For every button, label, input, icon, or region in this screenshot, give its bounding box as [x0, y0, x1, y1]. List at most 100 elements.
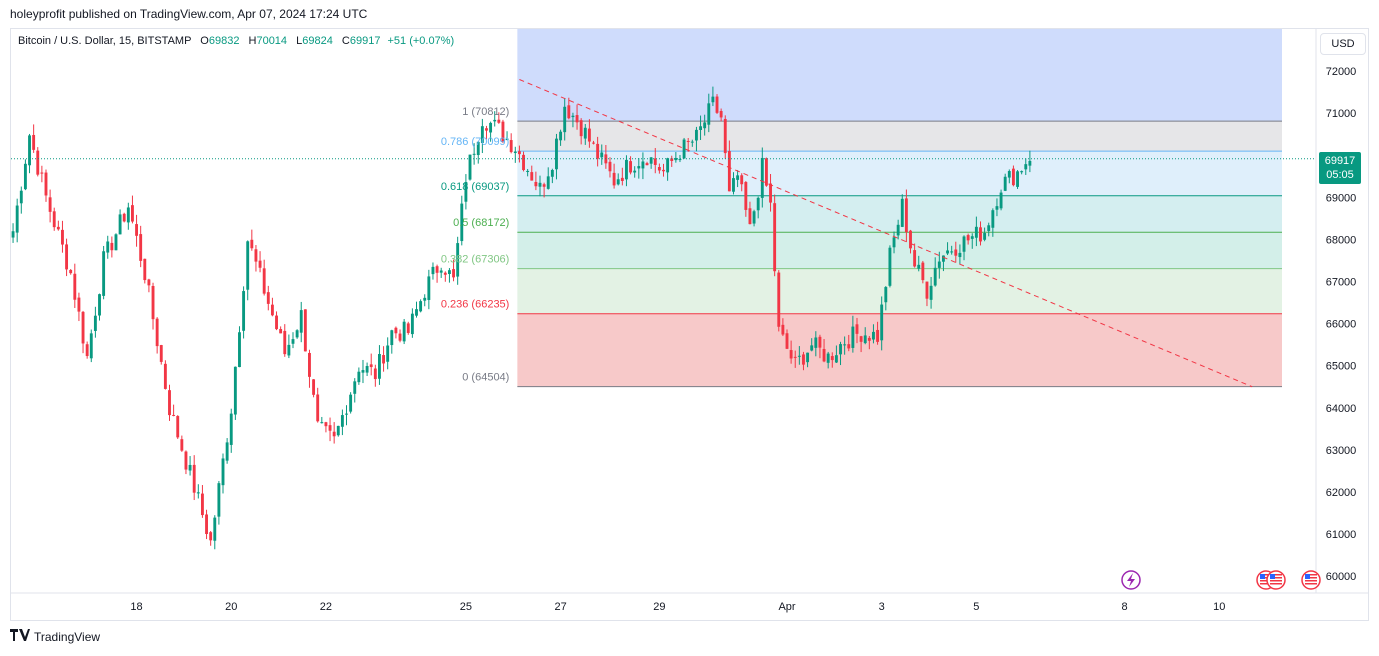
candle-body — [625, 159, 628, 180]
candle-body — [797, 355, 801, 357]
candle-body — [810, 345, 814, 351]
candle-body — [472, 153, 476, 155]
tradingview-footer[interactable]: TradingView — [10, 629, 100, 644]
candle-body — [250, 239, 254, 249]
candle-body — [629, 161, 633, 173]
price-tick: 62000 — [1326, 487, 1357, 499]
candle-body — [979, 227, 982, 242]
price-tick: 63000 — [1326, 445, 1357, 457]
candle-body — [32, 134, 36, 150]
candle-body — [44, 172, 48, 196]
flag-canton — [1270, 574, 1275, 579]
candle-body — [361, 370, 365, 373]
candle-body — [254, 249, 258, 262]
candle-body — [802, 354, 805, 365]
candle-body — [23, 163, 27, 190]
candle-body — [707, 103, 711, 125]
fib-zone-0.786 — [517, 121, 1282, 152]
candle-body — [587, 128, 591, 142]
price-axis[interactable]: 60000 61000 62000 63000 64000 65000 66000 67000… — [1315, 29, 1357, 593]
candle-body — [155, 318, 159, 347]
candle-body — [52, 211, 56, 228]
candle-body — [427, 276, 431, 300]
candle-body — [517, 151, 521, 155]
candle-body — [851, 326, 855, 348]
candle-body — [546, 176, 550, 189]
candle-body — [312, 379, 316, 395]
symbol-title[interactable]: Bitcoin / U.S. Dollar, 15, BITSTAMP — [18, 35, 192, 47]
candle-body — [188, 464, 192, 471]
candle-body — [999, 192, 1003, 209]
candle-body — [497, 119, 501, 123]
candle-body — [752, 211, 756, 224]
candle-body — [316, 394, 320, 422]
candle-body — [909, 230, 912, 249]
time-axis[interactable]: 18 20 22 25 27 29 Apr 3 5 8 10 — [11, 592, 1368, 613]
candle-body — [649, 157, 653, 164]
candle-body — [736, 175, 740, 180]
candle-body — [349, 394, 353, 412]
candle-body — [637, 166, 641, 169]
candle-body — [126, 207, 130, 223]
candle-body — [744, 182, 748, 210]
candle-body — [275, 315, 278, 330]
currency-button[interactable]: USD — [1320, 33, 1366, 55]
candle-body — [559, 131, 563, 141]
candle-body — [550, 169, 554, 177]
candle-body — [526, 170, 530, 172]
candle-body — [826, 353, 830, 363]
candle-body — [534, 181, 538, 187]
trendline[interactable] — [519, 79, 1253, 388]
fibonacci-retracement[interactable] — [517, 29, 1282, 388]
candle-body — [242, 291, 246, 331]
fib-zone-0.236 — [517, 268, 1282, 314]
candle-body — [896, 224, 900, 236]
candle-body — [229, 413, 233, 445]
candle-body — [987, 225, 991, 232]
candle-body — [983, 233, 987, 240]
low-value: 69824 — [302, 35, 333, 47]
candle-body — [719, 110, 723, 118]
candle-body — [40, 172, 44, 174]
price-tick: 60000 — [1326, 571, 1357, 583]
candle-body — [843, 344, 847, 346]
candle-body — [435, 266, 439, 273]
candle-body — [439, 270, 443, 273]
candle-body — [608, 161, 612, 172]
candle-body — [872, 331, 875, 340]
candle-body — [773, 203, 777, 272]
candle-body — [662, 169, 665, 172]
candle-body — [36, 150, 40, 175]
fib-label-0: 0 (64504) — [462, 372, 509, 384]
candle-body — [571, 115, 575, 118]
candle-body — [233, 366, 237, 415]
candle-body — [131, 205, 134, 222]
candle-body — [505, 138, 509, 141]
candle-body — [394, 327, 398, 334]
candle-body — [365, 366, 369, 373]
candle-body — [929, 285, 933, 300]
candle-body — [48, 197, 52, 212]
candle-body — [715, 96, 719, 113]
candle-body — [419, 301, 423, 312]
candle-body — [748, 208, 752, 225]
price-tick: 67000 — [1326, 277, 1357, 289]
candle-body — [1003, 176, 1007, 191]
candle-body — [151, 286, 155, 320]
candle-body — [806, 352, 810, 363]
candle-body — [480, 126, 484, 143]
candle-body — [1024, 164, 1028, 170]
candle-body — [904, 198, 908, 233]
candle-body — [793, 356, 797, 358]
candle-body — [863, 335, 867, 344]
lightning-bolt — [1127, 573, 1135, 587]
candle-body — [353, 381, 357, 394]
candle-body — [567, 105, 571, 119]
price-tick: 71000 — [1326, 108, 1357, 120]
candle-body — [460, 203, 464, 242]
candle-body — [839, 344, 842, 355]
candle-body — [431, 266, 435, 275]
flag-stripe — [1305, 580, 1317, 582]
candle-body — [287, 344, 291, 356]
